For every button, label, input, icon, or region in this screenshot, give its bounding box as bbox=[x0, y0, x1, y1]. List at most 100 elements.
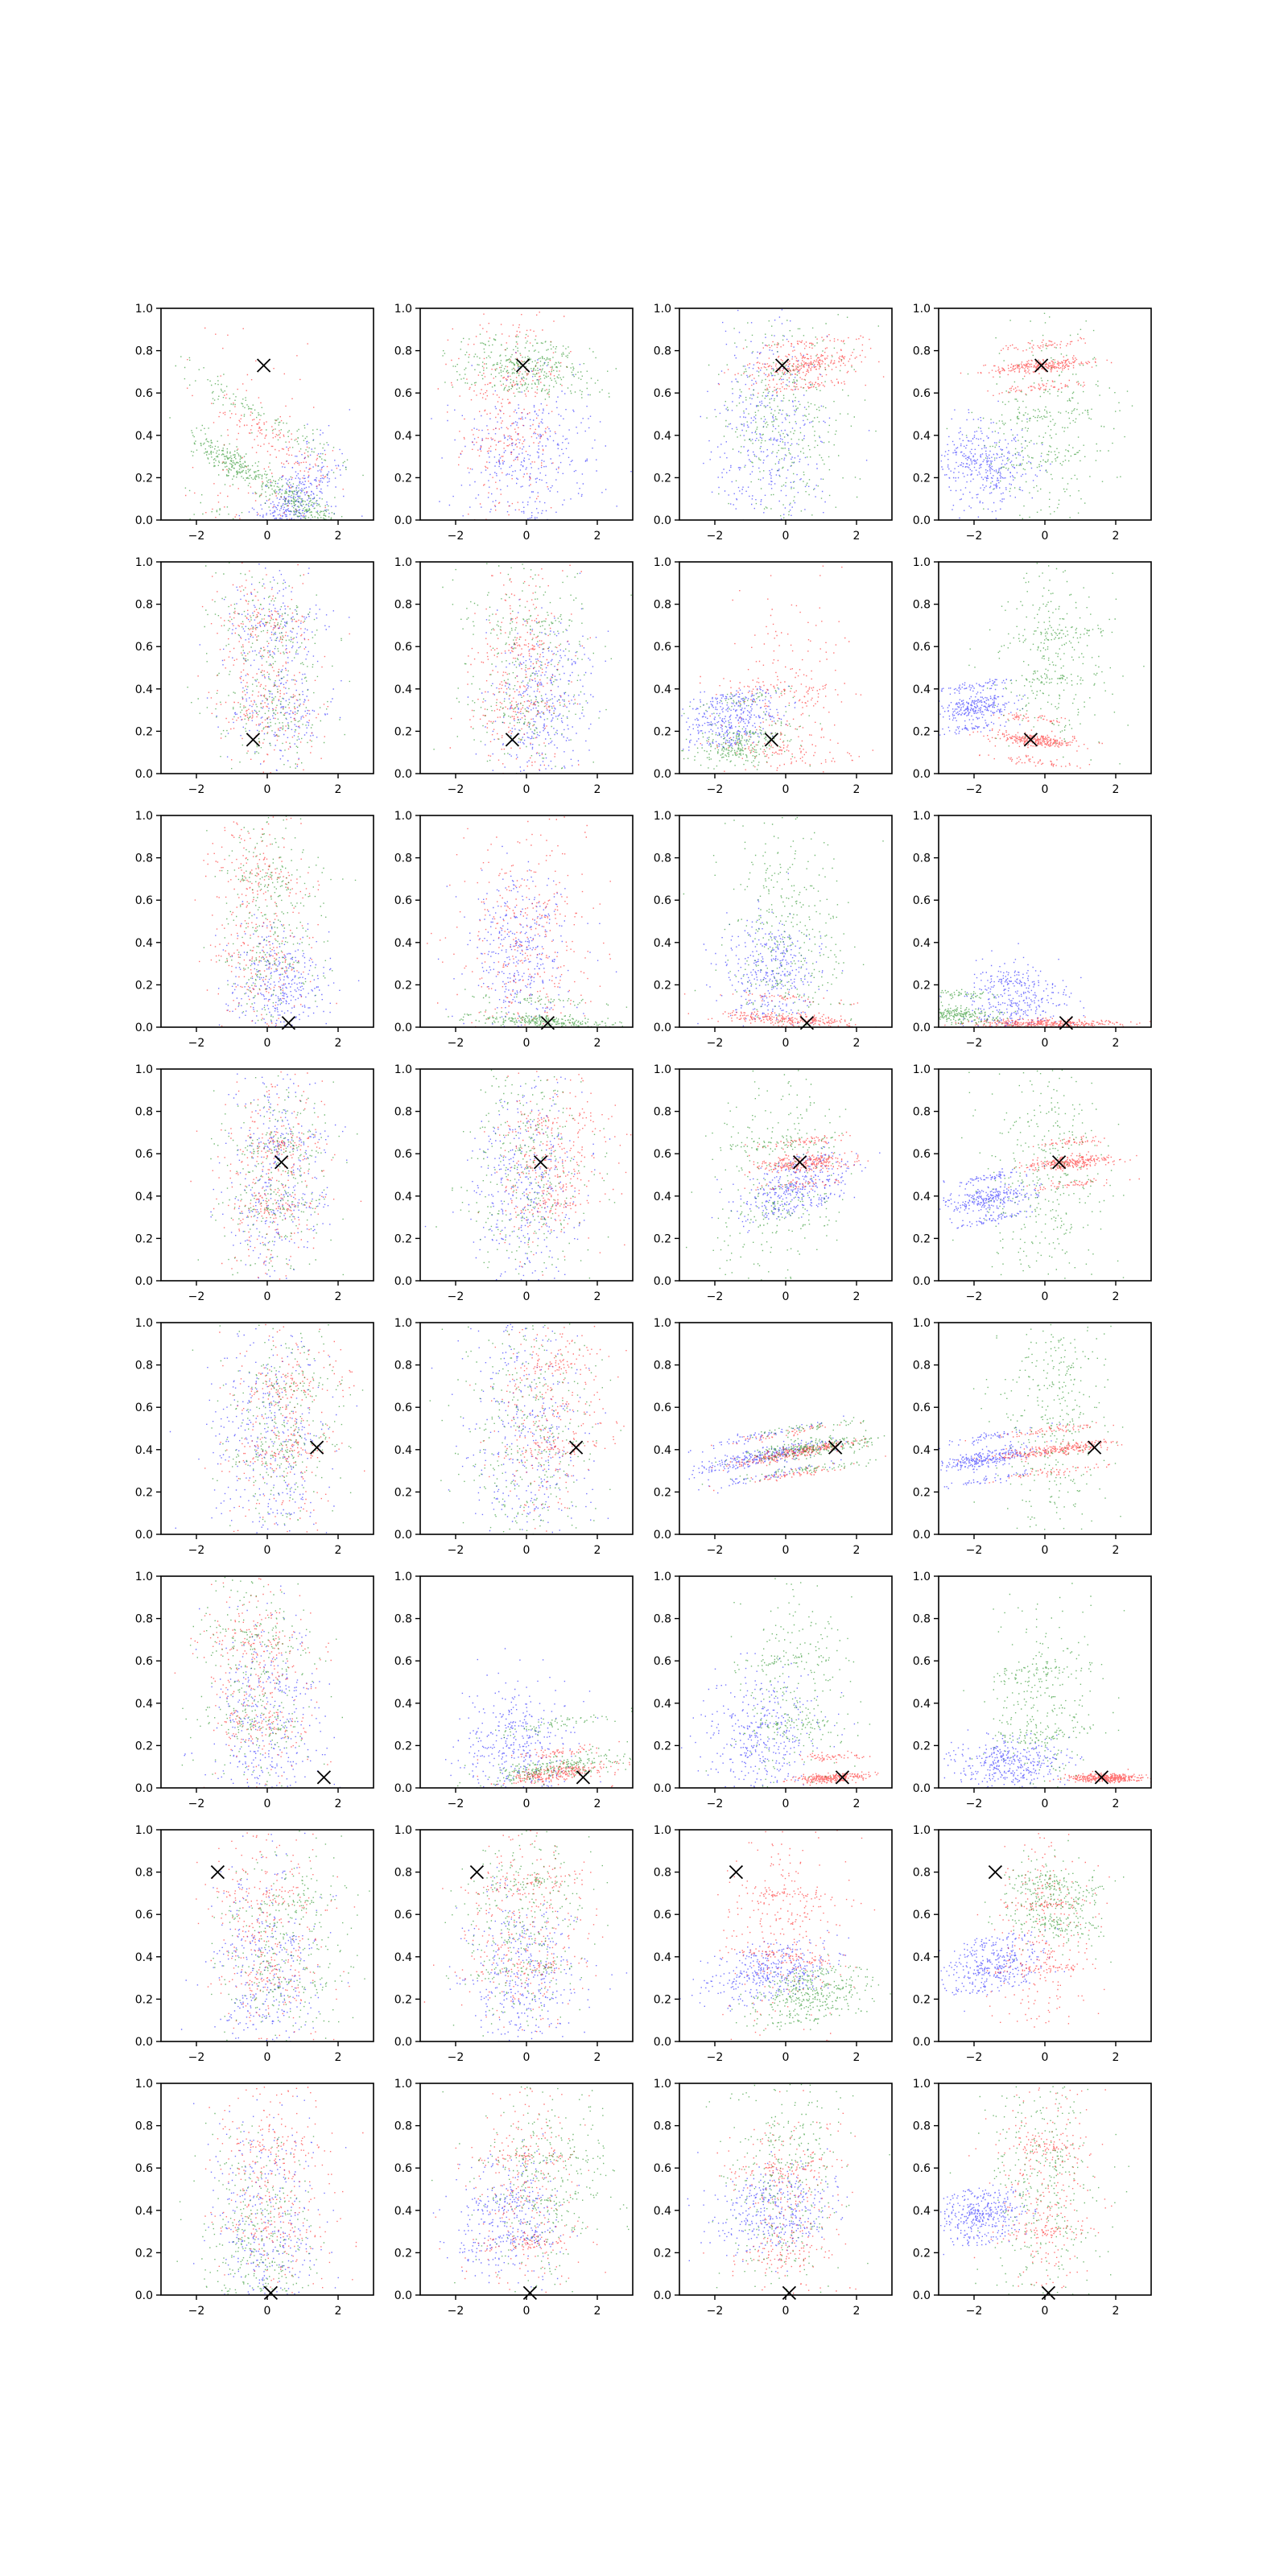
x-tick-label: 2 bbox=[1113, 1798, 1120, 1810]
subplot-r2-c3: −2 0 2 0.0 0.2 0.4 0.6 0.8 1.0 bbox=[654, 556, 893, 796]
x-tick-label: −2 bbox=[188, 530, 205, 543]
x-tick-label: 2 bbox=[594, 783, 601, 796]
y-tick-label: 0.0 bbox=[654, 2289, 671, 2302]
y-tick-label: 1.0 bbox=[135, 2078, 153, 2091]
x-tick-label: −2 bbox=[966, 2305, 983, 2318]
green-series bbox=[444, 1830, 609, 2037]
y-tick-label: 0.0 bbox=[394, 1275, 412, 1288]
y-tick-label: 0.4 bbox=[394, 1444, 412, 1457]
y-tick-label: 0.6 bbox=[394, 1402, 412, 1414]
y-tick-label: 0.4 bbox=[394, 1698, 412, 1711]
y-tick-label: 0.2 bbox=[394, 472, 412, 485]
y-tick-label: 0.0 bbox=[913, 1529, 931, 1542]
y-tick-label: 0.0 bbox=[654, 1275, 671, 1288]
y-tick-label: 0.8 bbox=[913, 2120, 931, 2133]
green-series bbox=[701, 1417, 892, 1485]
blue-points bbox=[939, 1165, 1046, 1229]
green-points bbox=[187, 562, 350, 770]
x-tick-label: −2 bbox=[448, 1290, 464, 1303]
red-series bbox=[968, 2087, 1113, 2289]
y-tick-label: 0.8 bbox=[394, 1106, 412, 1119]
x-tick-label: 2 bbox=[594, 1037, 601, 1050]
subplot-r2-c2: −2 0 2 0.0 0.2 0.4 0.6 0.8 1.0 bbox=[394, 556, 634, 796]
y-tick-label: 0.0 bbox=[135, 1022, 153, 1034]
red-series bbox=[958, 1422, 1123, 1484]
y-tick-label: 0.2 bbox=[913, 725, 931, 738]
y-tick-label: 0.2 bbox=[654, 1486, 671, 1499]
y-tick-label: 0.8 bbox=[654, 1613, 671, 1626]
x-tick-label: 0 bbox=[1042, 2051, 1049, 2064]
red-points bbox=[944, 1016, 1151, 1027]
x-marker bbox=[568, 1440, 584, 1455]
x-tick-label: 2 bbox=[594, 1798, 601, 1810]
x-tick-label: −2 bbox=[448, 1544, 464, 1557]
green-series bbox=[939, 989, 1017, 1027]
y-tick-label: 1.0 bbox=[394, 556, 412, 569]
y-tick-label: 0.2 bbox=[135, 1232, 153, 1245]
x-tick-label: 0 bbox=[523, 1798, 530, 1810]
point-cloud bbox=[940, 2086, 1129, 2295]
subplot-r7-c4: −2 0 2 0.0 0.2 0.4 0.6 0.8 1.0 bbox=[913, 1824, 1152, 2064]
x-tick-label: 2 bbox=[853, 783, 861, 796]
x-marker bbox=[316, 1770, 332, 1785]
x-tick-label: 2 bbox=[853, 1290, 861, 1303]
x-tick-label: −2 bbox=[448, 783, 464, 796]
x-tick-label: 0 bbox=[523, 530, 530, 543]
x-tick-label: 0 bbox=[264, 2051, 271, 2064]
y-tick-label: 1.0 bbox=[135, 556, 153, 569]
y-tick-label: 0.4 bbox=[135, 683, 153, 696]
y-tick-label: 1.0 bbox=[654, 1063, 671, 1076]
red-points bbox=[435, 2088, 606, 2295]
y-tick-label: 1.0 bbox=[654, 556, 671, 569]
x-marker bbox=[1087, 1440, 1102, 1455]
subplot-r1-c3: −2 0 2 0.0 0.2 0.4 0.6 0.8 1.0 bbox=[654, 303, 893, 543]
y-tick-label: 0.8 bbox=[913, 1106, 931, 1119]
point-cloud bbox=[687, 1415, 892, 1494]
y-tick-label: 0.8 bbox=[913, 1613, 931, 1626]
x-tick-label: −2 bbox=[188, 783, 205, 796]
y-tick-label: 0.8 bbox=[394, 345, 412, 358]
y-tick-label: 1.0 bbox=[394, 1317, 412, 1330]
subplot-r2-c1: −2 0 2 0.0 0.2 0.4 0.6 0.8 1.0 bbox=[135, 556, 374, 796]
x-tick-label: 2 bbox=[335, 1037, 342, 1050]
y-tick-label: 0.2 bbox=[135, 1740, 153, 1752]
y-tick-label: 0.0 bbox=[394, 514, 412, 527]
y-tick-label: 0.6 bbox=[135, 1402, 153, 1414]
y-tick-label: 0.8 bbox=[135, 1613, 153, 1626]
point-cloud bbox=[423, 1830, 628, 2041]
blue-series bbox=[939, 1422, 1061, 1489]
subplot-r1-c2: −2 0 2 0.0 0.2 0.4 0.6 0.8 1.0 bbox=[394, 303, 634, 543]
x-marker bbox=[764, 733, 779, 747]
subplot-r7-c2: −2 0 2 0.0 0.2 0.4 0.6 0.8 1.0 bbox=[394, 1824, 634, 2064]
y-tick-label: 0.8 bbox=[394, 1360, 412, 1373]
subplot-r8-c4: −2 0 2 0.0 0.2 0.4 0.6 0.8 1.0 bbox=[913, 2078, 1152, 2318]
x-tick-label: −2 bbox=[188, 1544, 205, 1557]
x-tick-label: 0 bbox=[1042, 1798, 1049, 1810]
x-tick-label: 2 bbox=[335, 530, 342, 543]
y-tick-label: 0.2 bbox=[913, 979, 931, 992]
y-tick-label: 0.2 bbox=[654, 472, 671, 485]
x-tick-label: 2 bbox=[335, 783, 342, 796]
point-cloud bbox=[683, 816, 884, 1027]
y-tick-label: 0.0 bbox=[913, 768, 931, 781]
y-tick-label: 0.4 bbox=[394, 2205, 412, 2218]
x-tick-label: −2 bbox=[707, 1290, 724, 1303]
point-cloud bbox=[939, 943, 1151, 1027]
y-tick-label: 1.0 bbox=[913, 810, 931, 823]
y-tick-label: 0.2 bbox=[135, 979, 153, 992]
y-tick-label: 0.4 bbox=[913, 683, 931, 696]
x-marker bbox=[729, 1864, 744, 1880]
x-tick-label: 2 bbox=[1113, 1290, 1120, 1303]
y-tick-label: 0.4 bbox=[654, 1951, 671, 1964]
x-tick-label: −2 bbox=[707, 2051, 724, 2064]
x-marker bbox=[988, 1864, 1003, 1880]
y-tick-label: 1.0 bbox=[394, 1571, 412, 1583]
y-tick-label: 0.8 bbox=[913, 345, 931, 358]
x-marker bbox=[774, 358, 790, 373]
x-tick-label: −2 bbox=[707, 2305, 724, 2318]
y-tick-label: 0.6 bbox=[654, 1909, 671, 1922]
y-tick-label: 0.4 bbox=[394, 683, 412, 696]
y-tick-label: 0.2 bbox=[654, 979, 671, 992]
